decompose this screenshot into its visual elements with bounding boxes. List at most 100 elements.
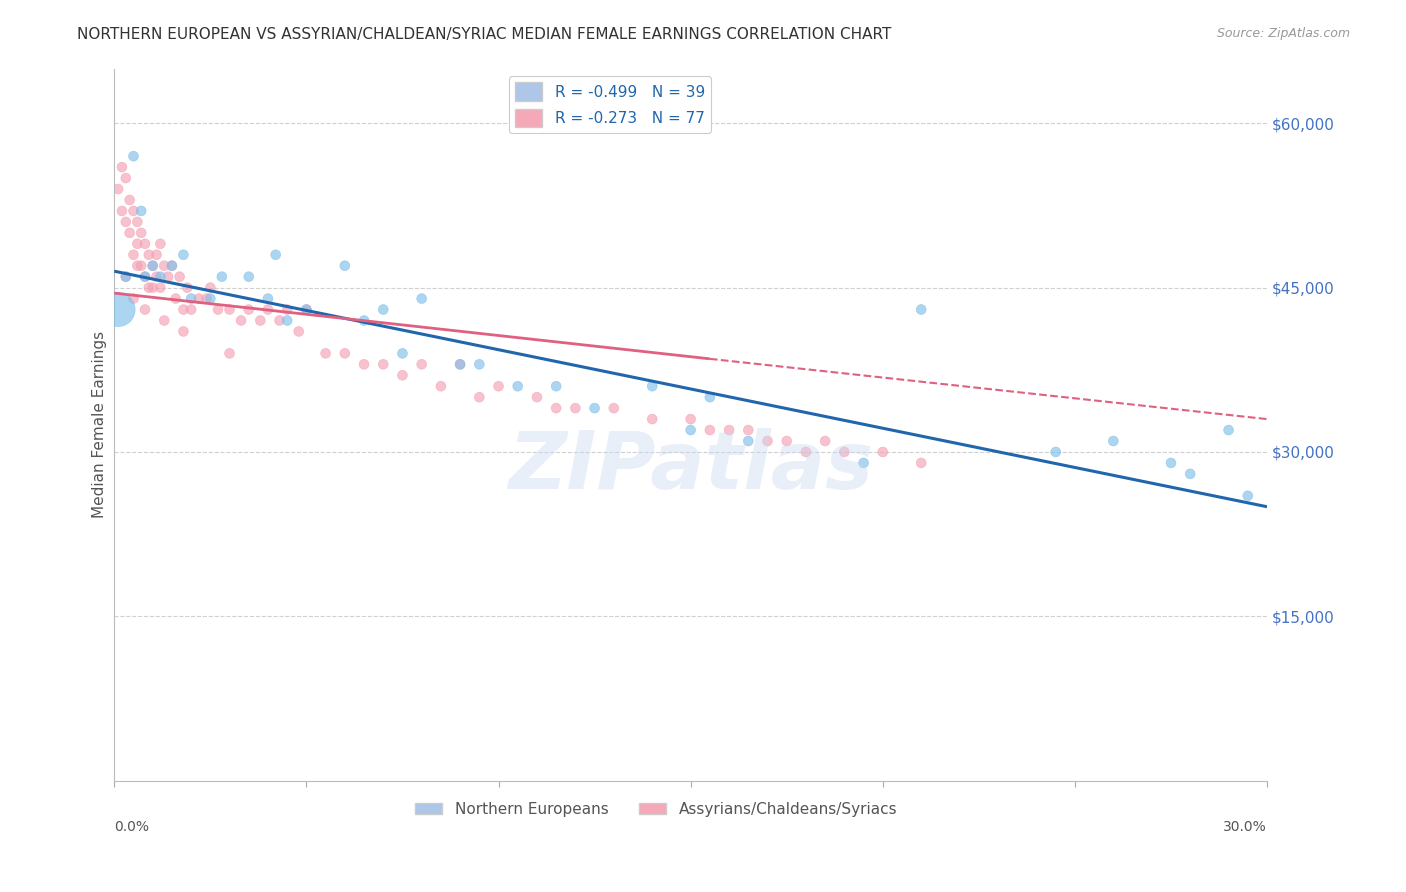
Point [872, 445, 894, 459]
Point [142, 280, 165, 294]
Point [238, 302, 260, 317]
Point [142, 259, 165, 273]
Point [1218, 423, 1240, 437]
Point [391, 368, 413, 383]
Point [129, 259, 152, 273]
Point [134, 269, 156, 284]
Point [218, 302, 240, 317]
Legend: Northern Europeans, Assyrians/Chaldeans/Syriacs: Northern Europeans, Assyrians/Chaldeans/… [409, 796, 904, 822]
Point [114, 215, 136, 229]
Point [169, 269, 191, 284]
Point [1236, 489, 1258, 503]
Point [149, 236, 172, 251]
Point [546, 379, 568, 393]
Point [122, 203, 145, 218]
Point [160, 259, 183, 273]
Point [187, 292, 209, 306]
Point [138, 280, 160, 294]
Point [488, 379, 510, 393]
Point [122, 248, 145, 262]
Point [118, 193, 141, 207]
Point [107, 302, 129, 317]
Point [153, 313, 176, 327]
Point [814, 434, 837, 448]
Point [411, 357, 433, 371]
Point [776, 434, 799, 448]
Point [737, 423, 759, 437]
Point [910, 456, 932, 470]
Point [276, 302, 298, 317]
Point [180, 302, 202, 317]
Point [238, 269, 260, 284]
Point [641, 379, 664, 393]
Point [391, 346, 413, 360]
Point [165, 292, 187, 306]
Point [718, 423, 741, 437]
Point [114, 171, 136, 186]
Point [430, 379, 453, 393]
Point [468, 357, 491, 371]
Point [287, 325, 309, 339]
Text: 0.0%: 0.0% [114, 820, 149, 834]
Point [114, 269, 136, 284]
Point [910, 302, 932, 317]
Point [269, 313, 291, 327]
Point [1045, 445, 1067, 459]
Point [107, 182, 129, 196]
Point [229, 313, 252, 327]
Point [149, 280, 172, 294]
Point [195, 292, 218, 306]
Text: ZIPatlas: ZIPatlas [508, 428, 873, 507]
Point [679, 412, 702, 426]
Point [153, 259, 176, 273]
Point [211, 269, 233, 284]
Point [129, 226, 152, 240]
Point [353, 313, 375, 327]
Point [315, 346, 337, 360]
Point [546, 401, 568, 416]
Point [506, 379, 529, 393]
Point [699, 390, 721, 404]
Point [641, 412, 664, 426]
Text: NORTHERN EUROPEAN VS ASSYRIAN/CHALDEAN/SYRIAC MEDIAN FEMALE EARNINGS CORRELATION: NORTHERN EUROPEAN VS ASSYRIAN/CHALDEAN/S… [77, 27, 891, 42]
Point [122, 149, 145, 163]
Point [142, 259, 165, 273]
Point [218, 346, 240, 360]
Point [138, 248, 160, 262]
Point [114, 269, 136, 284]
Text: Source: ZipAtlas.com: Source: ZipAtlas.com [1216, 27, 1350, 40]
Point [679, 423, 702, 437]
Point [257, 292, 280, 306]
Point [180, 292, 202, 306]
Point [129, 203, 152, 218]
Point [127, 215, 149, 229]
Text: 30.0%: 30.0% [1223, 820, 1267, 834]
Point [794, 445, 817, 459]
Point [295, 302, 318, 317]
Point [373, 357, 395, 371]
Point [411, 292, 433, 306]
Point [172, 248, 194, 262]
Point [134, 269, 156, 284]
Point [353, 357, 375, 371]
Point [468, 390, 491, 404]
Point [449, 357, 471, 371]
Point [111, 160, 134, 174]
Point [834, 445, 856, 459]
Point [756, 434, 779, 448]
Point [295, 302, 318, 317]
Point [200, 280, 222, 294]
Point [333, 259, 356, 273]
Point [564, 401, 586, 416]
Point [603, 401, 626, 416]
Point [172, 302, 194, 317]
Point [373, 302, 395, 317]
Point [122, 292, 145, 306]
Point [583, 401, 606, 416]
Point [200, 292, 222, 306]
Point [207, 302, 229, 317]
Point [176, 280, 198, 294]
Point [699, 423, 721, 437]
Point [145, 269, 167, 284]
Point [157, 269, 180, 284]
